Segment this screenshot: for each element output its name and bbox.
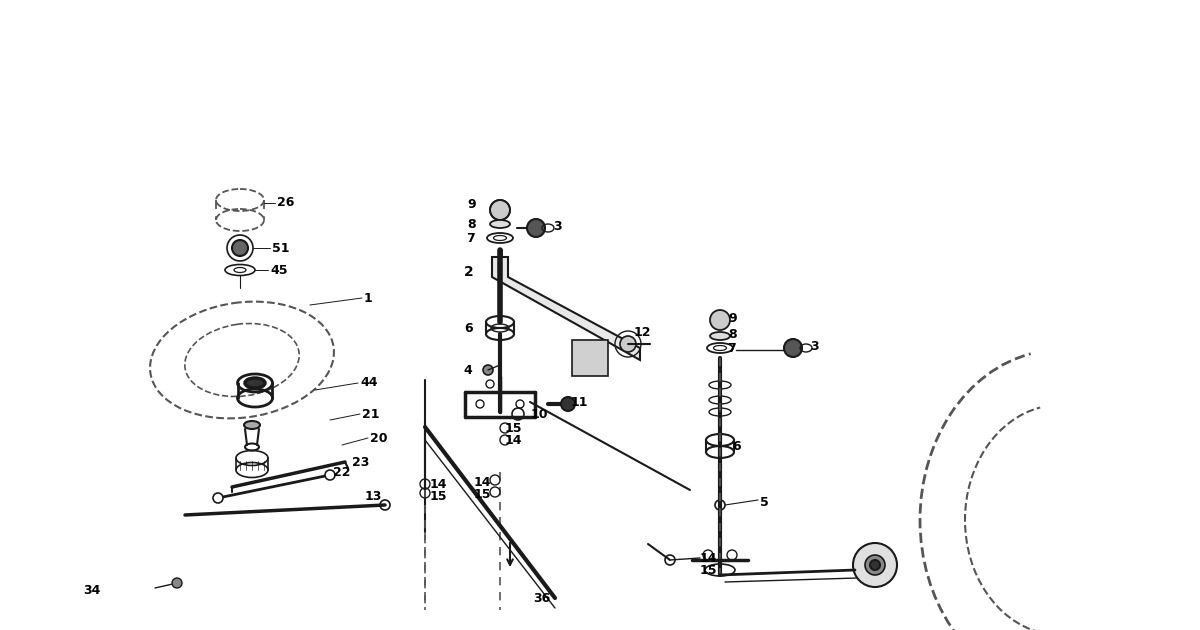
- Ellipse shape: [238, 374, 272, 392]
- Text: 15: 15: [430, 490, 448, 503]
- Text: 51: 51: [272, 241, 289, 255]
- Text: 15: 15: [505, 421, 522, 435]
- Text: 34: 34: [83, 583, 101, 597]
- Ellipse shape: [245, 378, 265, 388]
- Text: 12: 12: [634, 326, 652, 340]
- Text: 26: 26: [277, 197, 294, 210]
- Text: 45: 45: [270, 263, 288, 277]
- Text: 4: 4: [463, 364, 472, 377]
- Bar: [0, 0, 1200, 160]
- Text: 14: 14: [505, 433, 522, 447]
- Polygon shape: [492, 257, 640, 360]
- Text: 6: 6: [464, 321, 473, 335]
- Text: 14: 14: [474, 476, 492, 488]
- Text: 2: 2: [464, 265, 474, 279]
- Circle shape: [620, 336, 636, 352]
- Circle shape: [172, 578, 182, 588]
- Ellipse shape: [490, 220, 510, 228]
- Circle shape: [482, 365, 493, 375]
- Bar: [572, 340, 608, 376]
- Text: 6: 6: [732, 440, 740, 452]
- Circle shape: [214, 493, 223, 503]
- Text: 14: 14: [430, 478, 448, 491]
- Text: 7: 7: [727, 341, 736, 355]
- Text: 20: 20: [370, 432, 388, 445]
- Text: 15: 15: [700, 564, 718, 578]
- Text: 13: 13: [365, 491, 383, 503]
- Text: 1: 1: [364, 292, 373, 304]
- Text: 9: 9: [467, 197, 475, 210]
- Circle shape: [784, 339, 802, 357]
- Circle shape: [870, 560, 880, 570]
- Text: 3: 3: [553, 219, 562, 232]
- Text: 15: 15: [474, 488, 492, 500]
- Text: 21: 21: [362, 408, 379, 420]
- Text: 10: 10: [530, 408, 548, 420]
- Circle shape: [232, 240, 248, 256]
- Circle shape: [527, 219, 545, 237]
- Circle shape: [490, 200, 510, 220]
- Circle shape: [853, 543, 898, 587]
- Text: 11: 11: [571, 396, 588, 408]
- Circle shape: [325, 470, 335, 480]
- Text: 9: 9: [728, 311, 737, 324]
- Text: 14: 14: [700, 551, 718, 564]
- Text: 5: 5: [760, 496, 769, 510]
- Text: 23: 23: [352, 455, 370, 469]
- Text: 8: 8: [467, 217, 475, 231]
- Text: 7: 7: [466, 231, 475, 244]
- Circle shape: [562, 397, 575, 411]
- Text: 8: 8: [728, 328, 737, 341]
- Text: 3: 3: [810, 340, 818, 353]
- Ellipse shape: [244, 421, 260, 429]
- Circle shape: [865, 555, 886, 575]
- Text: 22: 22: [334, 466, 350, 479]
- Text: 44: 44: [360, 377, 378, 389]
- Circle shape: [710, 310, 730, 330]
- Ellipse shape: [710, 332, 730, 340]
- Text: 36: 36: [533, 592, 551, 605]
